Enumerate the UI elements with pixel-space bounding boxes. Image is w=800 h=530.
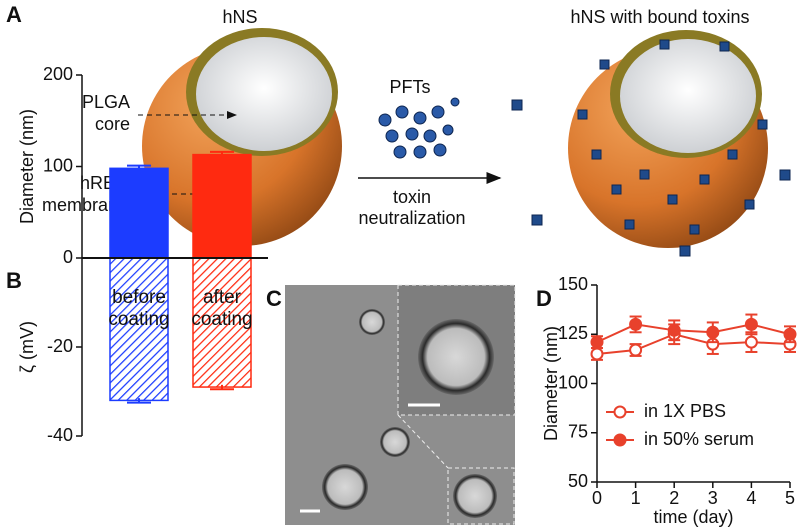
category-label: before coating <box>108 287 170 330</box>
panel-letter: A <box>6 2 22 27</box>
x-tick-label: 2 <box>669 488 679 508</box>
x-tick-label: 1 <box>631 488 641 508</box>
bar <box>192 257 252 388</box>
legend-marker <box>613 433 627 447</box>
core-label: core <box>95 114 130 134</box>
y2-tick-label: -40 <box>47 425 73 445</box>
y-tick-label: 200 <box>43 64 73 84</box>
category-label: after coating <box>191 287 253 330</box>
nanosponge-right <box>511 30 791 257</box>
y-tick-label: 100 <box>43 155 73 175</box>
bar <box>192 153 252 259</box>
nanosponge-left <box>142 28 342 246</box>
arrow-label: neutralization <box>358 208 465 228</box>
legend-label: in 1X PBS <box>644 401 726 421</box>
marker <box>783 327 797 341</box>
x-axis-title: time (day) <box>653 507 733 527</box>
marker <box>590 347 604 361</box>
legend-label: in 50% serum <box>644 429 754 449</box>
y-tick-label: 50 <box>568 471 588 491</box>
y-tick-label: 150 <box>558 274 588 294</box>
y-tick-label: 125 <box>558 323 588 343</box>
series-line <box>596 323 791 344</box>
series-line <box>596 333 791 355</box>
toxin-label: PFTs <box>389 77 430 97</box>
y-tick-label: 0 <box>63 247 73 267</box>
legend-marker <box>613 405 627 419</box>
x-tick-label: 0 <box>592 488 602 508</box>
marker <box>706 325 720 339</box>
y-tick-label: 100 <box>558 372 588 392</box>
marker <box>590 335 604 349</box>
axis-title: ζ (mV) <box>17 321 37 373</box>
x-tick-label: 3 <box>708 488 718 508</box>
x-tick-label: 4 <box>746 488 756 508</box>
marker <box>667 323 681 337</box>
toxin-cluster <box>378 97 460 159</box>
marker <box>744 317 758 331</box>
core-label: PLGA <box>82 92 130 112</box>
arrow-label: toxin <box>393 187 431 207</box>
marker <box>744 335 758 349</box>
y2-tick-label: -20 <box>47 336 73 356</box>
marker <box>629 343 643 357</box>
panel-title: hNS with bound toxins <box>570 7 749 27</box>
marker <box>629 317 643 331</box>
panel-letter: C <box>266 286 282 311</box>
membrane-label: membrane <box>42 195 128 215</box>
panel-letter: D <box>536 286 552 311</box>
tem-image <box>285 284 516 525</box>
axis-title: Diameter (nm) <box>17 109 37 224</box>
x-tick-label: 5 <box>785 488 795 508</box>
bar <box>109 167 169 259</box>
y-tick-label: 75 <box>568 422 588 442</box>
panel-title: hNS <box>222 7 257 27</box>
y-axis-title: Diameter (nm) <box>541 326 561 441</box>
panel-letter: B <box>6 268 22 293</box>
